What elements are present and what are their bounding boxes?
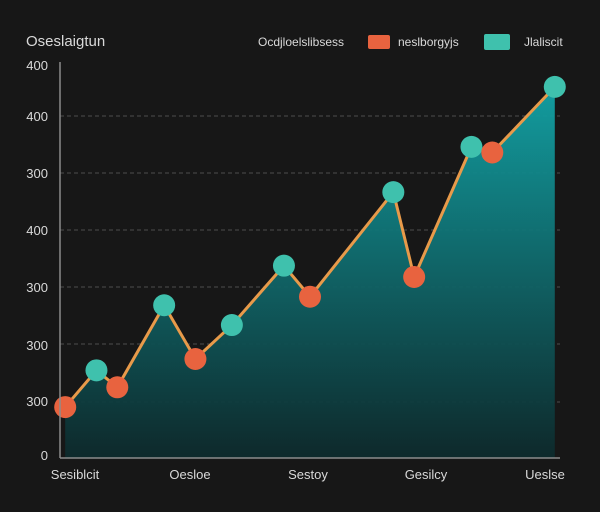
y-tick-label-2: 300	[26, 338, 48, 353]
data-point-10	[460, 135, 483, 158]
data-point-6	[272, 254, 295, 277]
x-tick-label-2: Sestoy	[288, 467, 328, 482]
y-tick-label-4: 400	[26, 223, 48, 238]
x-tick-label-3: Gesilcy	[405, 467, 448, 482]
axes	[59, 62, 560, 459]
y-tick-label-1: 300	[26, 394, 48, 409]
legend-swatch-teal	[484, 34, 510, 50]
legend-label-orange: neslborgyjs	[398, 35, 459, 49]
data-point-5	[220, 314, 243, 337]
x-tick-label-1: Oesloe	[169, 467, 210, 482]
legend-label-teal: Jlaliscit	[524, 35, 563, 49]
data-point-0	[54, 396, 77, 419]
x-tick-label-4: Ueslse	[525, 467, 565, 482]
data-point-9	[403, 265, 426, 288]
data-point-7	[299, 285, 321, 308]
y-tick-label-6: 400	[26, 109, 48, 124]
data-point-2	[106, 376, 129, 399]
y-tick-label-3: 300	[26, 280, 48, 295]
data-point-1	[85, 359, 108, 382]
x-tick-label-0: Sesiblcit	[51, 467, 100, 482]
y-tick-label-5: 300	[26, 166, 48, 181]
data-point-11	[481, 141, 504, 164]
y-tick-label-0: 0	[41, 448, 48, 463]
data-points-layer	[54, 75, 566, 419]
y-tick-label-7: 400	[26, 58, 48, 73]
data-point-12	[543, 75, 566, 98]
data-point-3	[153, 294, 176, 317]
data-point-8	[382, 181, 405, 204]
data-point-4	[184, 348, 207, 370]
legend-title: Ocdjloelslibsess	[258, 35, 344, 49]
chart-title: Oseslaigtun	[26, 33, 105, 50]
legend-swatch-orange	[368, 35, 390, 49]
